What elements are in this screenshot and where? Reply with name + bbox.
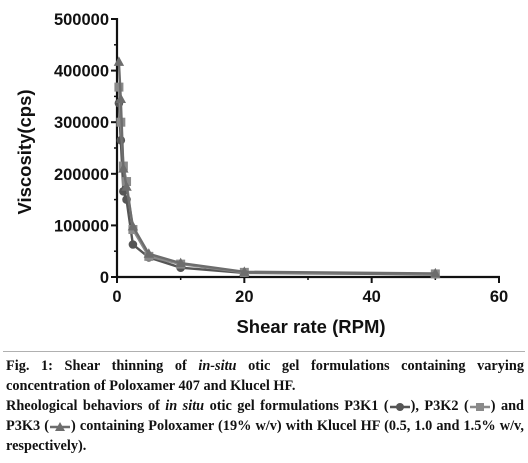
data-point <box>113 56 125 66</box>
data-point <box>127 220 139 231</box>
legend-symbol-triangle <box>50 421 71 431</box>
data-point <box>115 93 127 103</box>
data-point <box>143 248 155 258</box>
data-point <box>175 257 186 268</box>
y-tick-label: 300000 <box>54 114 109 132</box>
viscosity-chart: 0 100000 200000 300000 400000 500000 0 20 40 60 V… <box>14 11 508 337</box>
series-p3k1 <box>114 98 440 279</box>
chart-series-layer <box>113 56 441 279</box>
x-tick-label: 0 <box>112 288 121 306</box>
data-point <box>239 266 250 276</box>
legend-symbol-square <box>469 402 490 411</box>
caption-title: Fig. 1: Shear thinning of in-situ otic g… <box>6 358 524 394</box>
series-line-p3k1 <box>117 103 436 276</box>
y-tick-label: 100000 <box>54 217 109 235</box>
y-axis-label: Viscosity(cps) <box>14 89 35 214</box>
y-tick-label: 400000 <box>54 63 109 81</box>
series-line-p3k2 <box>117 87 436 276</box>
series-p3k3 <box>113 56 441 278</box>
data-point <box>118 163 129 173</box>
y-tick-label: 200000 <box>54 166 109 184</box>
data-point <box>114 82 124 92</box>
data-point <box>121 181 132 191</box>
data-point <box>430 267 441 278</box>
y-tick-label: 0 <box>100 269 109 287</box>
series-p3k2 <box>114 82 440 279</box>
series-line-p3k3 <box>117 61 436 275</box>
x-tick-label: 20 <box>235 288 253 306</box>
caption-divider <box>3 351 525 352</box>
x-axis-label: Shear rate (RPM) <box>236 316 385 337</box>
x-tick-label: 40 <box>362 288 380 306</box>
caption-body: Rheological behaviors of in situ otic ge… <box>6 398 524 454</box>
figure-caption: Fig. 1: Shear thinning of in-situ otic g… <box>6 356 524 456</box>
data-point <box>128 240 138 249</box>
x-tick-label: 60 <box>490 288 508 306</box>
legend-symbol-circle <box>389 402 410 411</box>
y-tick-label: 500000 <box>54 11 109 29</box>
chart-axes: 0 100000 200000 300000 400000 500000 0 20 40 60 <box>54 11 508 306</box>
